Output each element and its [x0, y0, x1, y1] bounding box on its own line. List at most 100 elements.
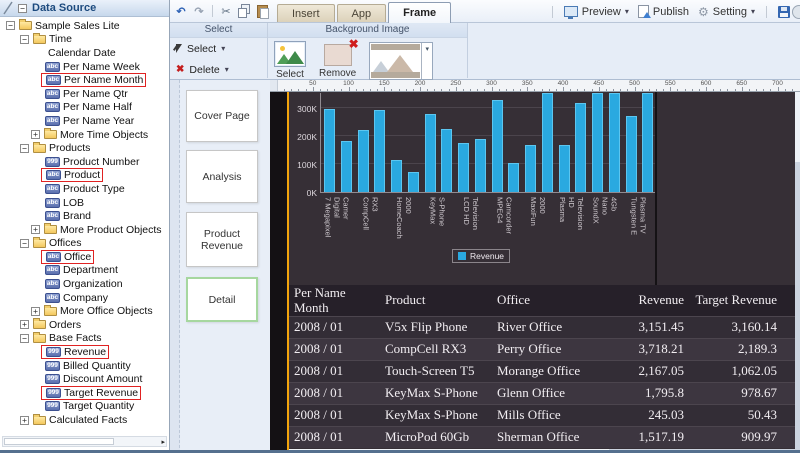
background-gallery-preview[interactable]: ▾ [369, 42, 434, 80]
tree-item-more-time-objects[interactable]: + More Time Objects [0, 128, 169, 142]
background-select-button[interactable]: Select [274, 41, 306, 80]
redo-icon[interactable]: ↷ [194, 5, 204, 18]
chart-bar [491, 100, 503, 192]
tree-item-target-revenue[interactable]: 999 Target Revenue [0, 385, 169, 400]
tree-item-label: Sample Sales Lite [35, 19, 120, 32]
expand-toggle-icon[interactable]: + [31, 225, 40, 235]
ruler-tick [284, 89, 286, 91]
chevron-down-icon: ▾ [624, 7, 629, 16]
page-card-product-revenue[interactable]: Product Revenue [186, 212, 258, 267]
tree-item-more-office-objects[interactable]: + More Office Objects [0, 304, 169, 318]
scrollbar-thumb[interactable] [4, 438, 114, 445]
tree-item-base-facts[interactable]: − Base Facts [0, 331, 169, 346]
ruler-tick [305, 89, 307, 91]
tree-item-organization[interactable]: abc Organization [0, 277, 169, 291]
ruler-tick [713, 89, 715, 91]
tree-item-label: Time [49, 33, 72, 46]
ruler-label: 300 [486, 80, 497, 87]
panel-title: Data Source [32, 2, 97, 14]
tree-item-office[interactable]: abc Office [0, 249, 169, 264]
tree-item-time[interactable]: − Time [0, 32, 169, 47]
expand-toggle-icon[interactable]: − [20, 34, 29, 44]
tree-item-per-name-year[interactable]: abc Per Name Year [0, 114, 169, 128]
ruler-tick [398, 89, 400, 91]
publish-icon [637, 5, 651, 18]
expand-toggle-icon[interactable]: + [31, 130, 40, 140]
expand-toggle-icon[interactable]: − [20, 238, 29, 248]
tree-item-sample-sales-lite[interactable]: − Sample Sales Lite [0, 19, 169, 33]
tree-item-lob[interactable]: abc LOB [0, 196, 169, 210]
tree-item-label: Organization [63, 278, 123, 291]
preview-button[interactable]: Preview ▾ [563, 6, 629, 19]
tree-item-per-name-month[interactable]: abc Per Name Month [0, 73, 169, 88]
expand-toggle-icon[interactable]: + [31, 306, 40, 316]
undo-icon[interactable]: ↶ [176, 5, 186, 18]
setting-button[interactable]: ⚙ Setting ▾ [697, 4, 755, 19]
tree-item-per-name-half[interactable]: abc Per Name Half [0, 101, 169, 115]
window-edge-button[interactable] [792, 5, 800, 19]
tree-item-product-number[interactable]: 999 Product Number [0, 155, 169, 169]
tree-item-more-product-objects[interactable]: + More Product Objects [0, 223, 169, 237]
tree-item-per-name-week[interactable]: abc Per Name Week [0, 60, 169, 74]
detail-table[interactable]: Per Name Month Product Office Revenue Target… [289, 285, 795, 449]
expand-toggle-icon[interactable]: − [6, 21, 15, 31]
ruler-tick [677, 89, 679, 91]
expand-toggle-icon[interactable]: − [20, 143, 29, 153]
tree-item-product-type[interactable]: abc Product Type [0, 182, 169, 196]
tree-item-billed-quantity[interactable]: 999 Billed Quantity [0, 359, 169, 373]
tree-item-product[interactable]: abc Product [0, 168, 169, 183]
select-tool-button[interactable]: Select ▾ [170, 38, 267, 59]
expand-toggle-icon[interactable]: + [20, 415, 29, 425]
tree-item-products[interactable]: − Products [0, 141, 169, 155]
table-cell: 978.67 [741, 385, 777, 401]
tab-frame[interactable]: Frame [388, 2, 452, 23]
table-cell: 2008 / 01 [294, 407, 344, 423]
tree-item-revenue[interactable]: 999 Revenue [0, 345, 169, 360]
y-axis-tick-label: 100K [297, 160, 317, 170]
tree-item-per-name-qtr[interactable]: abc Per Name Qtr [0, 87, 169, 101]
expand-toggle-icon[interactable]: − [20, 333, 29, 343]
revenue-chart[interactable] [320, 93, 656, 193]
frame-canvas[interactable]: 0K 100K 200K 300K 7 Megapixel Digital Camer… [270, 92, 800, 453]
paste-icon[interactable] [255, 4, 269, 19]
tab-app[interactable]: App [336, 4, 387, 22]
tree-item-label: Company [63, 291, 108, 304]
gallery-dropdown-icon[interactable]: ▾ [421, 43, 432, 79]
scrollbar-thumb[interactable] [795, 92, 800, 162]
ruler-tick [484, 89, 486, 91]
ruler-tick [348, 87, 350, 91]
tree-item-target-quantity[interactable]: 999 Target Quantity [0, 400, 169, 414]
canvas-vertical-scrollbar[interactable] [795, 92, 800, 453]
chart-bar [424, 114, 436, 192]
tree-horizontal-scrollbar[interactable]: ▸ [2, 436, 167, 447]
ruler-tick [613, 89, 615, 91]
ruler-tick [369, 89, 371, 91]
tree-item-label: Orders [49, 318, 82, 331]
quick-access-toolbar: ↶ ↷ ✂ [170, 4, 275, 22]
expand-toggle-icon[interactable]: + [20, 320, 29, 330]
ruler-label: 500 [629, 80, 640, 87]
tree-item-department[interactable]: abc Department [0, 264, 169, 278]
delete-button[interactable]: ✖ Delete ▾ [176, 63, 229, 76]
tree-item-company[interactable]: abc Company [0, 291, 169, 305]
page-card-analysis[interactable]: Analysis [186, 150, 258, 203]
tree-item-orders[interactable]: + Orders [0, 318, 169, 332]
save-icon[interactable] [778, 5, 790, 18]
cut-icon[interactable]: ✂ [221, 5, 231, 18]
copy-icon[interactable] [237, 4, 251, 18]
chart-legend[interactable]: Revenue [452, 249, 511, 263]
background-remove-button[interactable]: ✖ Remove [319, 37, 359, 79]
page-card-detail[interactable]: Detail [186, 277, 258, 322]
ruler-tick [748, 89, 750, 91]
publish-button[interactable]: Publish [637, 5, 689, 18]
tree-item-calendar-date[interactable]: Calendar Date [0, 46, 169, 60]
tree-item-discount-amount[interactable]: 999 Discount Amount [0, 372, 169, 386]
tree-item-calculated-facts[interactable]: + Calculated Facts [0, 413, 169, 427]
tree-item-brand[interactable]: abc Brand [0, 209, 169, 223]
collapse-panel-icon[interactable]: − [18, 3, 27, 13]
tree-item-offices[interactable]: − Offices [0, 236, 169, 251]
scrollbar-arrow-icon[interactable]: ▸ [161, 439, 165, 446]
tab-insert[interactable]: Insert [277, 4, 335, 22]
page-card-cover-page[interactable]: Cover Page [186, 90, 258, 142]
chevron-down-icon: ▾ [224, 65, 229, 74]
